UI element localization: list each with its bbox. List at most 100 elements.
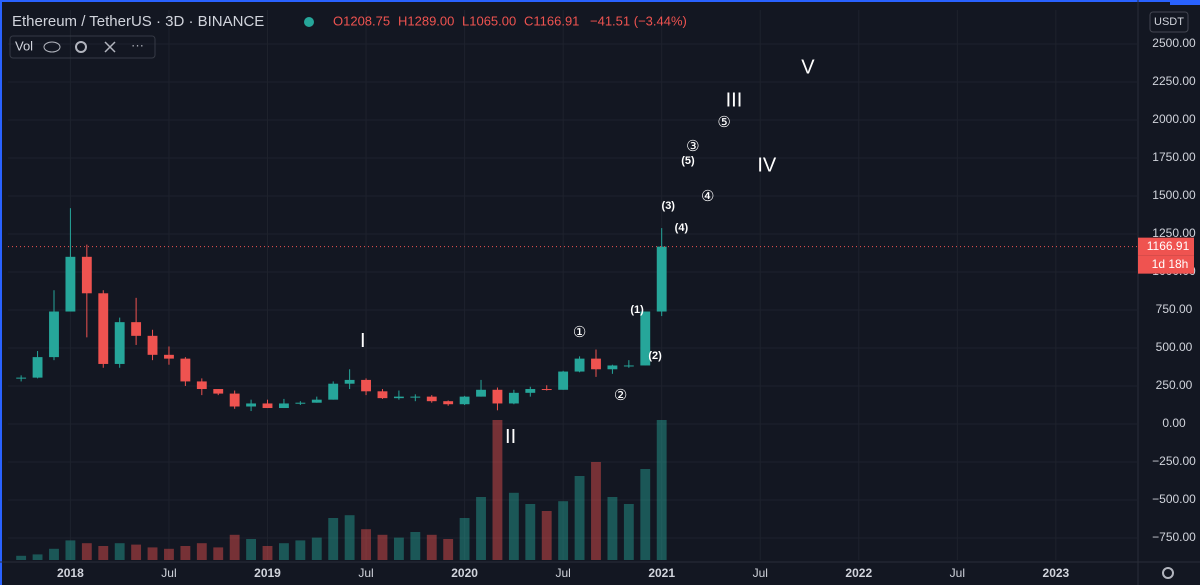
candle-body <box>49 311 59 358</box>
candle-body <box>443 401 454 405</box>
volume-bar <box>262 546 273 560</box>
wave-label: ① <box>573 324 586 341</box>
volume-bar <box>229 534 240 560</box>
ohlc-high: H1289.00 <box>398 13 454 28</box>
candle-body <box>574 358 585 372</box>
wave-label: ③ <box>686 138 699 155</box>
ohlc-close: C1166.91 <box>524 13 579 28</box>
candle-body <box>656 246 667 312</box>
market-status[interactable] <box>304 17 314 27</box>
candle-body <box>180 358 191 382</box>
volume-bar <box>279 543 289 560</box>
candle-body <box>607 365 618 370</box>
candle-body <box>32 357 43 378</box>
volume-bar <box>377 534 388 560</box>
wave-label: ⑤ <box>717 114 730 131</box>
close-icon[interactable] <box>104 41 116 53</box>
x-tick-label: Jul <box>753 566 768 580</box>
candle-body <box>147 335 158 355</box>
candle-body <box>393 396 404 399</box>
volume-bar <box>476 497 486 560</box>
currency: USDT <box>1154 16 1184 28</box>
volume-bar <box>147 547 158 560</box>
y-tick-label: 1500.00 <box>1152 188 1196 202</box>
volume-bar <box>574 476 585 560</box>
x-tick-label: Jul <box>555 566 570 580</box>
x-tick-label: Jul <box>161 566 176 580</box>
candle-body <box>328 383 339 400</box>
corner-marker <box>1170 0 1200 5</box>
volume-bar <box>492 420 503 560</box>
volume-label: Vol <box>15 38 33 53</box>
volume-bar <box>49 548 59 560</box>
volume-bar <box>196 543 207 560</box>
volume-bar <box>131 544 142 560</box>
volume-legend <box>9 35 156 59</box>
candle-body <box>16 377 27 379</box>
x-tick-label: 2022 <box>845 566 872 580</box>
candle-body <box>476 389 486 397</box>
volume-bar <box>656 420 667 560</box>
candle-body <box>295 402 306 404</box>
candle-body <box>196 381 207 390</box>
candle-body <box>558 371 569 390</box>
volume-bar <box>640 469 651 560</box>
candle-body <box>640 311 651 366</box>
wave-label: IV <box>757 154 777 176</box>
volume-bar <box>32 554 43 560</box>
header: Ethereum / TetherUS · 3D · BINANCE O1208… <box>9 0 1200 579</box>
candle-body <box>81 256 92 294</box>
more-icon[interactable]: ··· <box>131 37 144 52</box>
y-tick-label: −250.00 <box>1152 454 1196 468</box>
volume-bar <box>410 532 421 560</box>
x-tick-label: 2018 <box>57 566 84 580</box>
wave-label: (3) <box>662 200 676 212</box>
candle-body <box>591 358 601 370</box>
candle-body <box>361 379 371 392</box>
volume-bar <box>81 543 92 560</box>
volume-bar <box>246 539 257 560</box>
y-tick-label: 2500.00 <box>1152 36 1196 50</box>
volume-bar <box>213 547 224 560</box>
candle-body <box>492 389 503 404</box>
volume-bar <box>295 540 306 560</box>
volume-bar <box>426 534 437 560</box>
candle-body <box>114 322 125 364</box>
y-tick-label: 750.00 <box>1156 302 1193 316</box>
volume-bar <box>98 546 109 560</box>
wave-label: III <box>726 89 743 111</box>
candle-body <box>213 389 224 394</box>
wave-label: (5) <box>681 155 695 167</box>
volume-bar <box>525 504 536 560</box>
volume-bar <box>361 529 371 560</box>
ohlc-change: −41.51 (−3.44%) <box>590 13 687 28</box>
wave-label: (4) <box>675 222 689 234</box>
volume-bar <box>459 518 470 560</box>
y-tick-label: 500.00 <box>1156 340 1193 354</box>
settings-icon[interactable] <box>75 41 87 53</box>
last-price-label: 1166.91 <box>1147 239 1190 253</box>
wave-label: II <box>505 426 516 448</box>
volume-bar <box>591 462 601 560</box>
y-tick-label: 2250.00 <box>1152 74 1196 88</box>
symbol-title: Ethereum / TetherUS · 3D · BINANCE <box>12 13 264 30</box>
candle-body <box>508 392 519 404</box>
settings-icon[interactable] <box>1162 567 1174 579</box>
volume-bar <box>443 539 454 560</box>
candle-body <box>525 389 536 393</box>
candle-body <box>65 256 76 312</box>
candle-body <box>229 393 240 407</box>
eye-icon[interactable] <box>43 41 61 53</box>
countdown-label: 1d 18h <box>1152 257 1189 271</box>
volume-bar <box>344 515 355 560</box>
volume-bar <box>16 555 27 560</box>
currency-box[interactable] <box>1149 11 1189 33</box>
volume-bar <box>164 548 174 560</box>
candle-body <box>98 293 109 364</box>
volume-bar <box>311 537 322 560</box>
ohlc-low: L1065.00 <box>462 13 516 28</box>
x-tick-label: 2023 <box>1043 566 1070 580</box>
y-tick-label: 0.00 <box>1162 416 1186 430</box>
